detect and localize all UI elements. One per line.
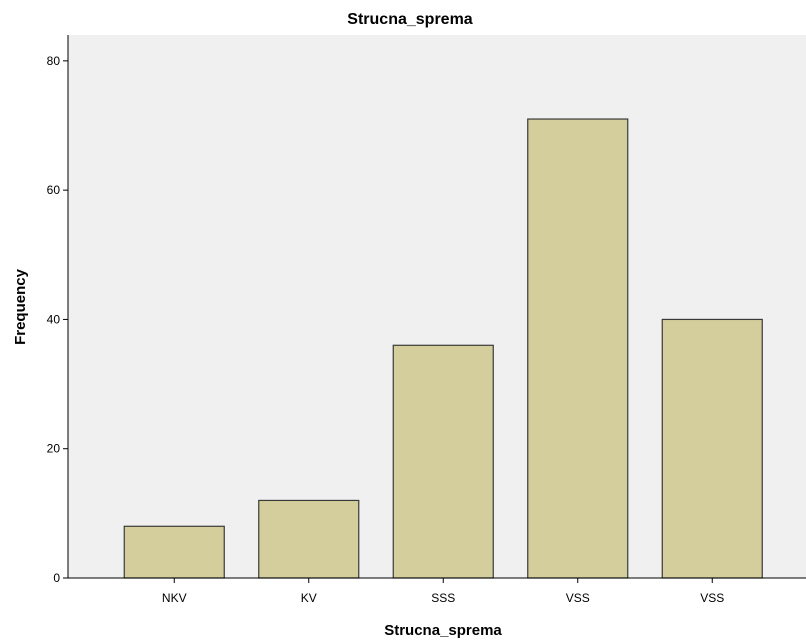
x-axis-ticks: NKV KV SSS VSS VSS xyxy=(162,578,724,605)
y-tick-label: 20 xyxy=(47,442,61,456)
bar-kv-1 xyxy=(258,499,360,579)
y-axis-title: Frequency xyxy=(12,268,29,345)
bars-layer xyxy=(123,118,763,579)
x-tick-label: VSS xyxy=(700,591,724,605)
x-tick-label: KV xyxy=(301,591,317,605)
chart-title: Strucna_sprema xyxy=(347,11,472,28)
x-axis-title: Strucna_sprema xyxy=(384,622,502,639)
bar-vss-3 xyxy=(527,118,629,579)
y-tick-label: 80 xyxy=(47,54,61,68)
y-axis-ticks: 0 20 40 60 80 xyxy=(47,54,68,585)
x-tick-label: NKV xyxy=(162,591,187,605)
y-tick-label: 0 xyxy=(53,571,60,585)
x-tick-label: VSS xyxy=(566,591,590,605)
y-tick-label: 40 xyxy=(47,312,61,326)
x-tick-label: SSS xyxy=(431,591,455,605)
bar-sss-2 xyxy=(392,344,494,579)
y-tick-label: 60 xyxy=(47,183,61,197)
bar-nkv-0 xyxy=(123,525,225,579)
bar-vss-4 xyxy=(661,318,763,579)
